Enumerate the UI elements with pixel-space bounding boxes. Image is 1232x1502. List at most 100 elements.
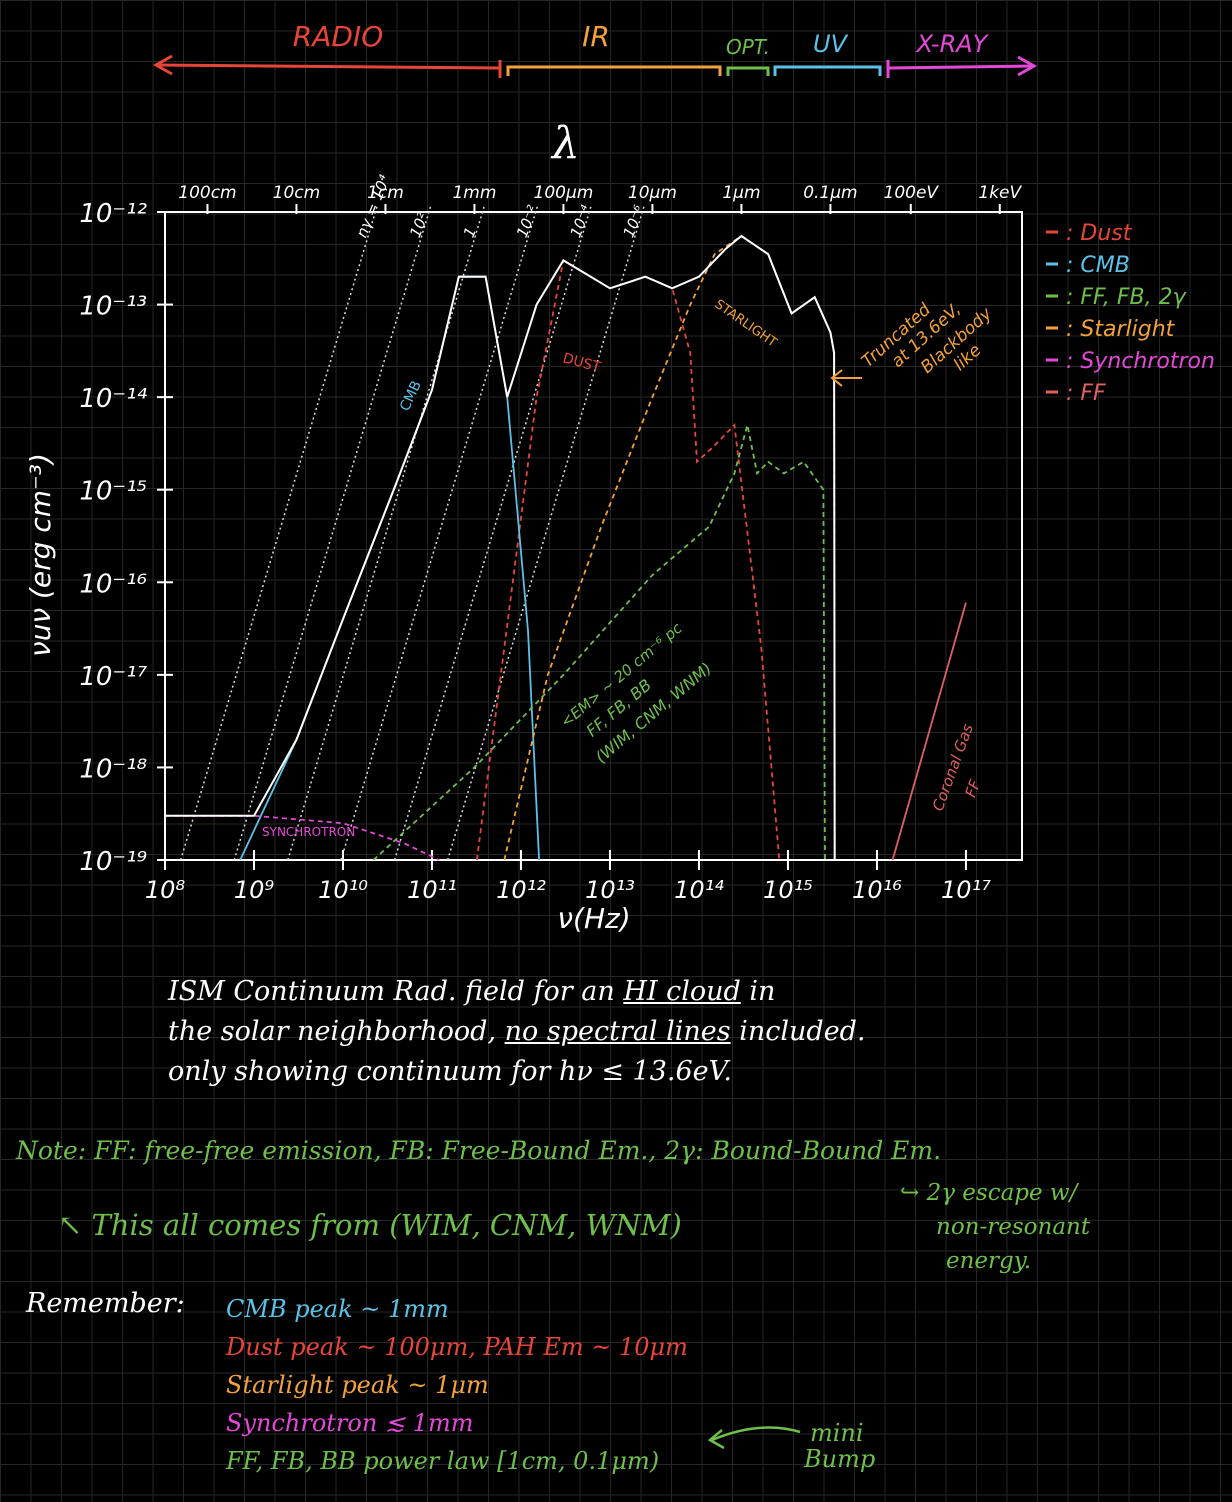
remember-list: CMB peak ~ 1mm Dust peak ~ 100μm, PAH Em… (226, 1290, 688, 1480)
em-annotation: <EM> ~ 20 cm⁻⁶ pc FF, FB, BB (WIM, CNM, … (557, 619, 715, 767)
cmb-annotation: CMB (397, 378, 425, 413)
series-dust (476, 258, 781, 861)
caption-1c: in (740, 976, 776, 1007)
x-axis: 10⁸ 10⁹ 10¹⁰ 10¹¹ 10¹² 10¹³ 10¹⁴ 10¹⁵ 10¹⁶ 10¹⁷ (145, 850, 991, 904)
photon-line-5 (446, 204, 646, 861)
photon-line-label-4: 10⁻⁴ (566, 203, 595, 240)
photon-line-label-3: 10⁻² (513, 203, 542, 240)
legend-label-5: : FF (1066, 381, 1106, 406)
series-cmb (239, 275, 540, 861)
note-definitions: Note: FF: free-free emission, FB: Free-B… (16, 1136, 942, 1165)
truncated-arrow (830, 369, 863, 387)
plot-frame (164, 211, 1023, 861)
x-tick-label-2: 10¹⁰ (318, 876, 368, 904)
y-tick-label-6: 10⁻¹⁸ (79, 754, 147, 784)
dust-annotation: DUST (561, 350, 603, 376)
note-aside-3: energy. (946, 1248, 1032, 1274)
caption-1a: ISM Continuum Rad. field for an (168, 976, 624, 1007)
x-tick-label-1: 10⁹ (234, 876, 275, 904)
mini-line-1: mini (810, 1419, 864, 1447)
top-tick-label-4: 100μm (534, 183, 594, 203)
x-tick-label-0: 10⁸ (145, 876, 186, 904)
y-tick-label-0: 10⁻¹² (79, 199, 147, 229)
xray-arrowhead (1017, 55, 1038, 77)
mini-bump-note: mini Bump (804, 1420, 875, 1472)
remember-dust: Dust peak ~ 100μm, PAH Em ~ 10μm (226, 1333, 688, 1361)
x-tick-label-3: 10¹¹ (407, 876, 457, 904)
y-tick-label-4: 10⁻¹⁶ (79, 569, 147, 599)
caption-line-3: only showing continuum for hν ≤ 13.6eV. (168, 1056, 733, 1087)
uv-bracket (773, 65, 882, 76)
note-aside-2: non-resonant (936, 1214, 1091, 1240)
photon-line-label-2: 1 (460, 225, 480, 241)
caption-line-2: the solar neighborhood, no spectral line… (168, 1012, 988, 1052)
x-tick-label-7: 10¹⁵ (763, 876, 813, 904)
y-axis-label: νuν (erg cm⁻³) (24, 453, 57, 657)
legend-label-2: : FF, FB, 2γ (1066, 285, 1187, 310)
caption-2b: no spectral lines (504, 1016, 731, 1047)
top-tick-label-9: 1keV (978, 183, 1022, 203)
top-tick-label-5: 10μm (628, 183, 677, 203)
note-aside-1: ↪ 2γ escape w/ (900, 1180, 1078, 1206)
ir-bracket (506, 65, 722, 76)
note-aside: ↪ 2γ escape w/ non-resonant energy. (900, 1176, 1200, 1278)
synchrotron-annotation: SYNCHROTRON (262, 825, 355, 839)
band-label-xray: X-RAY (915, 30, 990, 58)
legend-label-1: : CMB (1066, 253, 1130, 278)
caption-1b: HI cloud (623, 976, 741, 1007)
y-tick-label-2: 10⁻¹⁴ (79, 384, 147, 414)
photon-line-4 (393, 204, 593, 861)
legend-label-3: : Starlight (1066, 317, 1176, 342)
series-synchrotron (165, 814, 440, 861)
coronal-line-1: Coronal Gas (929, 721, 977, 813)
mini-bump-arrow (707, 1426, 801, 1450)
xray-arrow (887, 64, 1033, 70)
radio-arrowhead (152, 54, 173, 76)
coronal-annotation: Coronal Gas FF (929, 721, 985, 813)
caption-2a: the solar neighborhood, (168, 1016, 505, 1047)
y-tick-label-5: 10⁻¹⁷ (79, 662, 147, 692)
y-tick-label-3: 10⁻¹⁵ (79, 477, 147, 507)
caption-line-1: ISM Continuum Rad. field for an HI cloud… (168, 972, 988, 1012)
series-ff (891, 602, 967, 861)
series-ff-fb-2- (372, 424, 826, 861)
x-tick-label-6: 10¹⁴ (674, 876, 724, 904)
x-axis-label: ν(Hz) (557, 902, 630, 935)
lambda-symbol: λ (550, 118, 580, 169)
x-tick-label-4: 10¹² (496, 876, 546, 904)
y-axis: 10⁻¹² 10⁻¹³ 10⁻¹⁴ 10⁻¹⁵ 10⁻¹⁶ 10⁻¹⁷ 10⁻¹⁸ 10⁻¹⁹ (79, 199, 173, 877)
x-tick-label-9: 10¹⁷ (941, 876, 991, 904)
series-total (165, 234, 836, 861)
remember-cmb: CMB peak ~ 1mm (226, 1295, 449, 1323)
ism-radiation-chart: RADIO IR OPT. UV X-RAY λ 100cm 10cm 1cm 1mm… (24, 20, 1215, 935)
remember-label: Remember: (26, 1288, 185, 1319)
legend: : Dust : CMB : FF, FB, 2γ : Starlight : Sync… (1046, 221, 1215, 406)
photon-line-1 (233, 204, 432, 861)
top-tick-label-0: 100cm (178, 183, 236, 203)
mini-line-2: Bump (804, 1445, 876, 1473)
photon-line-3 (340, 204, 539, 861)
top-tick-label-8: 100eV (884, 183, 940, 203)
radio-arrow (157, 63, 501, 70)
caption: ISM Continuum Rad. field for an HI cloud… (168, 972, 988, 1092)
top-tick-label-6: 1μm (722, 183, 760, 203)
top-tick-label-2: 1cm (367, 183, 404, 203)
coronal-line-2: FF (961, 777, 984, 800)
band-brackets (152, 54, 1038, 78)
top-tick-label-3: 1mm (452, 183, 496, 203)
caption-2c: included. (730, 1016, 866, 1047)
series-group (165, 234, 967, 861)
band-label-opt: OPT. (726, 35, 770, 59)
legend-label-0: : Dust (1066, 221, 1133, 246)
band-label-ir: IR (582, 20, 610, 53)
legend-label-4: : Synchrotron (1066, 349, 1215, 374)
remember-synchrotron: Synchrotron ≲ 1mm (226, 1409, 474, 1437)
top-tick-label-7: 0.1μm (803, 183, 857, 203)
y-tick-label-7: 10⁻¹⁹ (79, 847, 147, 877)
truncated-annotation: Truncated at 13.6eV, Blackbody like (858, 300, 997, 378)
x-tick-label-5: 10¹³ (585, 876, 635, 904)
photon-line-label-1: 10² (406, 210, 432, 240)
series-starlight (503, 234, 836, 861)
photon-line-2 (287, 204, 486, 861)
remember-starlight: Starlight peak ~ 1μm (226, 1371, 489, 1399)
